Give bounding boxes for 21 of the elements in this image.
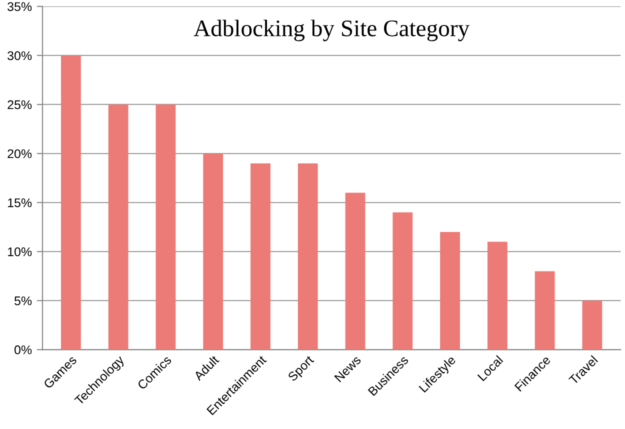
bar [534,271,555,350]
text: Adblocking by Site Category [194,20,470,42]
y-tick-label: 35% [8,2,32,12]
bar [392,212,413,350]
y-tick-label: 10% [8,247,32,256]
bar [156,104,176,350]
y-tick-label: 5% [14,296,32,306]
bar [108,104,128,350]
bar [487,242,508,350]
y-tick-label: 15% [8,198,32,208]
bar [250,163,270,350]
y-tick-label: 30% [8,51,32,60]
bar [582,300,602,350]
bar [298,163,318,350]
bar [345,192,366,350]
y-tick-label: 20% [8,149,32,158]
y-tick-label: 0% [14,345,32,354]
y-tick-label: 25% [8,100,32,110]
bar [203,154,224,350]
bar [60,55,81,350]
bar [440,232,460,350]
